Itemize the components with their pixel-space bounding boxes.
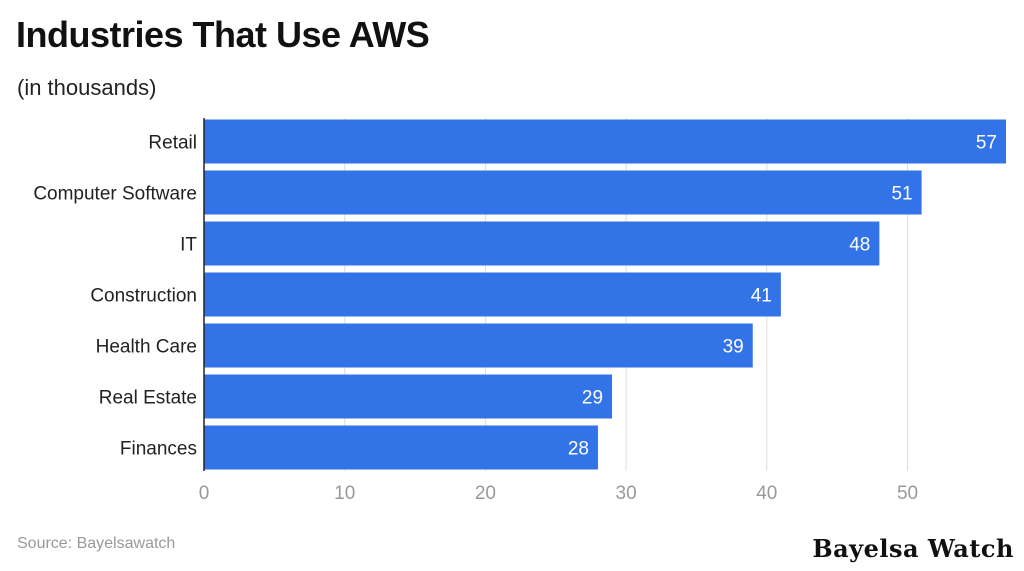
category-label: Finances	[120, 439, 197, 460]
chart-title: Industries That Use AWS	[16, 14, 430, 55]
bar	[204, 170, 922, 215]
x-tick-label: 10	[334, 483, 355, 504]
x-tick-label: 0	[199, 483, 210, 504]
x-tick-label: 50	[897, 483, 918, 504]
bar	[204, 374, 613, 419]
bar	[204, 272, 781, 317]
category-label: Real Estate	[99, 388, 197, 409]
data-label: 57	[976, 133, 997, 154]
data-label: 29	[582, 388, 603, 409]
data-label: 51	[891, 184, 912, 205]
bar	[204, 221, 880, 266]
category-label: Retail	[148, 133, 197, 154]
category-label: Computer Software	[33, 184, 197, 205]
data-label: 41	[751, 286, 772, 307]
category-label: IT	[180, 235, 197, 256]
brand-logo: Bayelsa Watch	[812, 534, 1014, 563]
bar	[204, 119, 1006, 164]
chart-subtitle: (in thousands)	[17, 75, 157, 100]
data-label: 39	[723, 337, 744, 358]
category-label: Health Care	[96, 337, 197, 358]
x-tick-label: 30	[616, 483, 637, 504]
data-label: 28	[568, 439, 589, 460]
bar	[204, 323, 753, 368]
data-label: 48	[849, 235, 870, 256]
x-tick-label: 40	[756, 483, 777, 504]
bar	[204, 425, 598, 470]
x-tick-label: 20	[475, 483, 496, 504]
source-note: Source: Bayelsawatch	[17, 535, 176, 552]
category-label: Construction	[90, 286, 197, 307]
